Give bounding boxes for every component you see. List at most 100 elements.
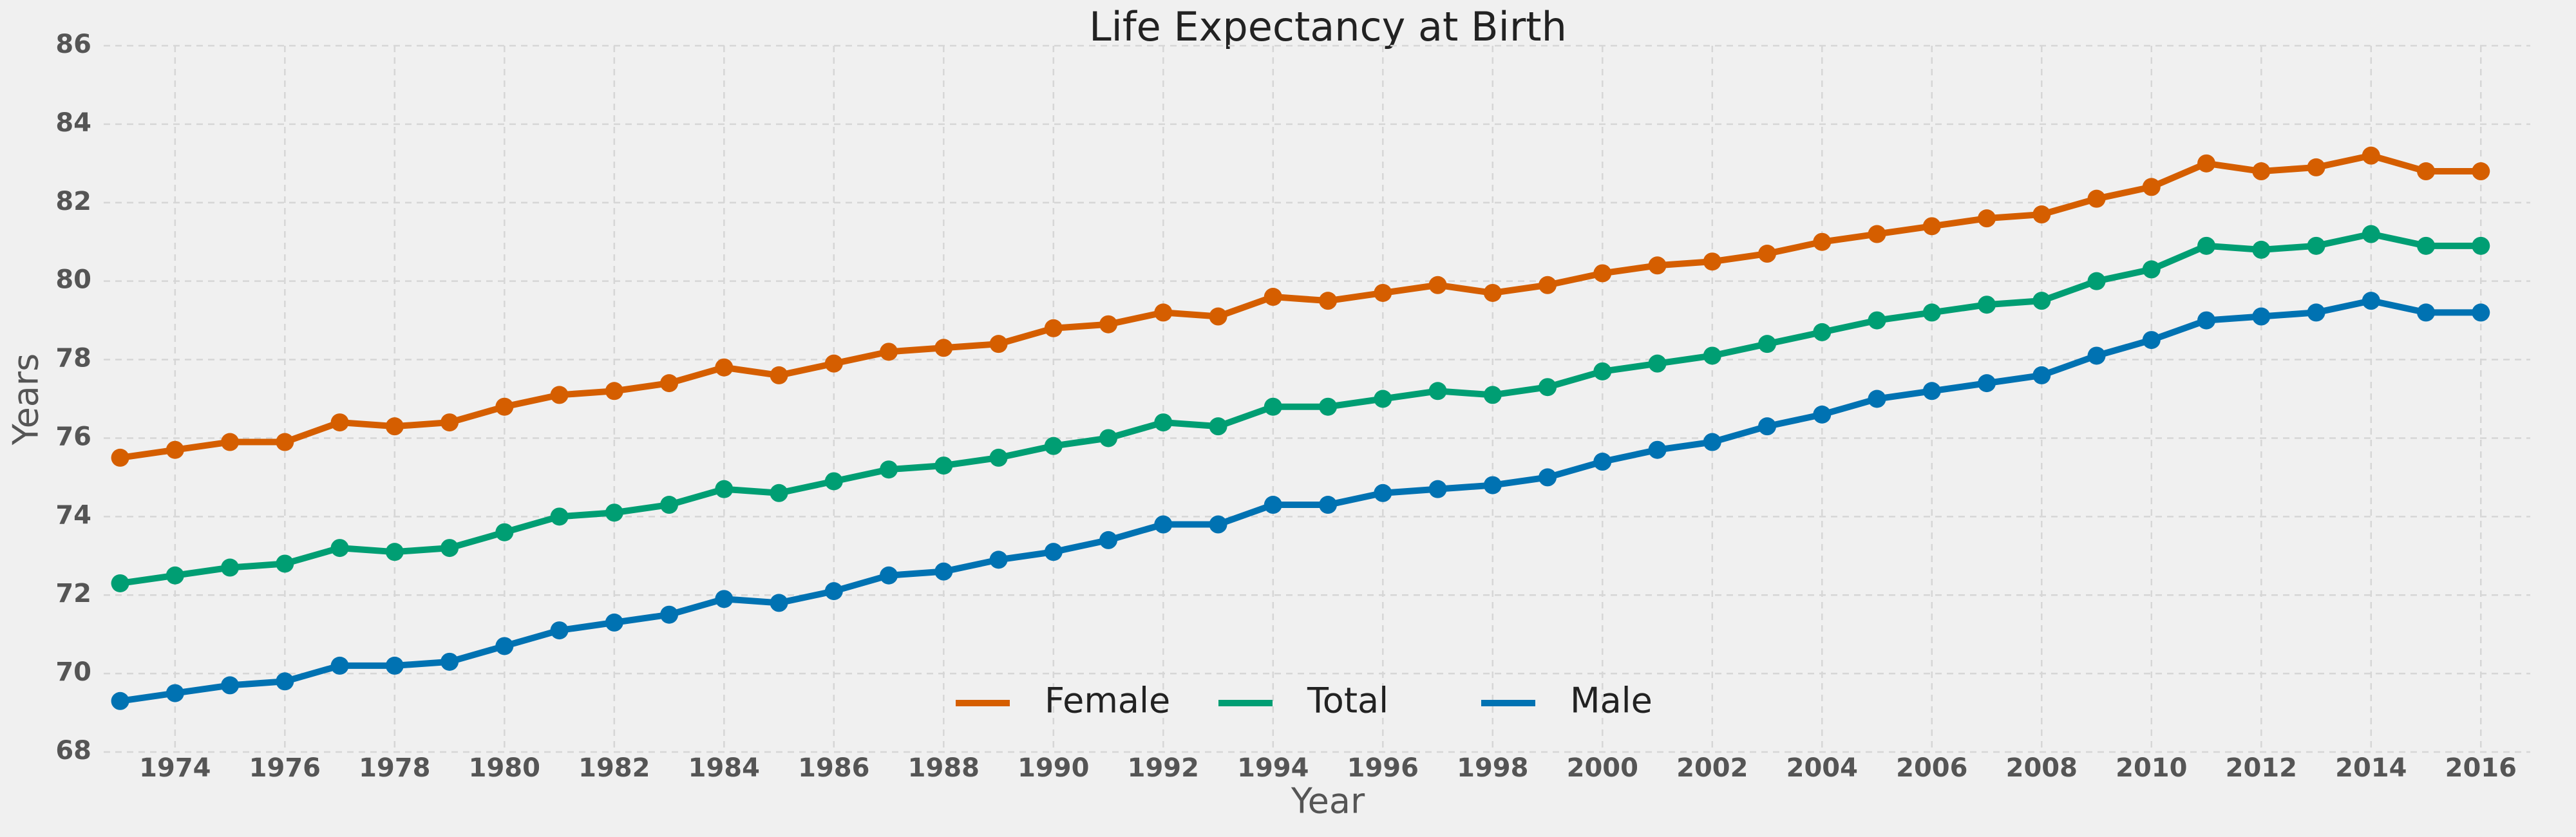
data-point xyxy=(276,433,294,451)
y-tick-label: 68 xyxy=(55,736,91,766)
y-tick-label: 82 xyxy=(55,187,91,216)
data-point xyxy=(2472,236,2490,255)
data-point xyxy=(1978,209,1996,228)
data-point xyxy=(1868,311,1886,330)
data-point xyxy=(1813,323,1832,341)
x-tick-label: 2002 xyxy=(1676,753,1748,783)
data-point xyxy=(2307,236,2325,255)
data-point xyxy=(1099,531,1118,549)
data-point xyxy=(934,562,953,581)
data-point xyxy=(385,656,404,675)
x-tick-label: 1994 xyxy=(1237,753,1309,783)
x-tick-label: 1980 xyxy=(469,753,540,783)
x-axis-title: Year xyxy=(1291,781,1365,822)
data-point xyxy=(934,456,953,475)
data-point xyxy=(1319,397,1338,416)
data-point xyxy=(1922,303,1941,322)
data-point xyxy=(495,523,514,541)
data-point xyxy=(824,472,843,491)
data-point xyxy=(2252,307,2271,326)
data-point xyxy=(2197,236,2216,255)
data-point xyxy=(1758,245,1777,263)
x-tick-label: 1976 xyxy=(249,753,321,783)
data-point xyxy=(1593,453,1612,471)
data-point xyxy=(385,543,404,561)
data-point xyxy=(1483,283,1502,302)
data-point xyxy=(2252,162,2271,181)
data-point xyxy=(2362,146,2380,165)
x-tick-label: 2004 xyxy=(1786,753,1858,783)
data-point xyxy=(111,448,129,467)
data-point xyxy=(440,652,459,671)
data-point xyxy=(1209,417,1227,436)
data-point xyxy=(1374,390,1392,408)
data-point xyxy=(1868,225,1886,243)
data-point xyxy=(1483,476,1502,494)
data-point xyxy=(2307,158,2325,176)
data-point xyxy=(1428,480,1447,498)
data-point xyxy=(2142,178,2161,196)
data-point xyxy=(989,335,1008,353)
x-tick-label: 2014 xyxy=(2335,753,2407,783)
x-tick-label: 1990 xyxy=(1018,753,1089,783)
data-point xyxy=(166,566,184,585)
data-point xyxy=(111,691,129,710)
data-point xyxy=(1539,276,1557,294)
data-point xyxy=(2032,292,2051,310)
data-point xyxy=(111,574,129,592)
y-tick-label: 86 xyxy=(55,30,91,59)
data-point xyxy=(1703,346,1721,365)
data-point xyxy=(880,460,898,479)
data-point xyxy=(660,605,679,624)
data-point xyxy=(1539,378,1557,397)
data-point xyxy=(2087,189,2106,208)
data-point xyxy=(385,417,404,436)
y-tick-label: 80 xyxy=(55,265,91,295)
data-point xyxy=(715,358,734,377)
data-point xyxy=(1703,252,1721,271)
data-point xyxy=(1593,362,1612,381)
data-point xyxy=(2032,205,2051,224)
data-point xyxy=(2472,303,2490,322)
data-point xyxy=(1813,405,1832,424)
data-point xyxy=(221,676,240,695)
x-tick-label: 1974 xyxy=(139,753,211,783)
data-point xyxy=(1099,429,1118,447)
data-point xyxy=(166,684,184,702)
y-tick-label: 76 xyxy=(55,422,91,451)
data-point xyxy=(2252,240,2271,259)
data-point xyxy=(550,507,569,526)
data-point xyxy=(715,590,734,608)
x-tick-label: 2010 xyxy=(2116,753,2187,783)
y-tick-label: 72 xyxy=(55,579,91,608)
data-point xyxy=(1922,382,1941,400)
data-point xyxy=(770,594,788,612)
data-point xyxy=(1209,515,1227,534)
data-point xyxy=(2307,303,2325,322)
data-point xyxy=(1648,440,1667,459)
data-point xyxy=(2362,225,2380,243)
x-tick-label: 2012 xyxy=(2226,753,2297,783)
data-point xyxy=(1154,515,1173,534)
data-point xyxy=(1922,217,1941,236)
chart-title: Life Expectancy at Birth xyxy=(1089,3,1567,50)
x-tick-label: 2006 xyxy=(1896,753,1967,783)
legend-label: Female xyxy=(1045,681,1170,721)
data-point xyxy=(440,539,459,558)
data-point xyxy=(2472,162,2490,181)
data-point xyxy=(1483,386,1502,404)
series-line xyxy=(119,152,2481,461)
data-point xyxy=(2032,366,2051,384)
data-point xyxy=(715,480,734,498)
data-point xyxy=(1813,232,1832,251)
data-point xyxy=(1044,319,1063,337)
data-point xyxy=(1428,382,1447,400)
data-point xyxy=(1539,468,1557,487)
data-point xyxy=(330,656,349,675)
data-point xyxy=(1154,303,1173,322)
x-tick-label: 2016 xyxy=(2445,753,2517,783)
data-point xyxy=(1264,397,1282,416)
data-point xyxy=(1044,437,1063,455)
data-point xyxy=(1648,256,1667,275)
